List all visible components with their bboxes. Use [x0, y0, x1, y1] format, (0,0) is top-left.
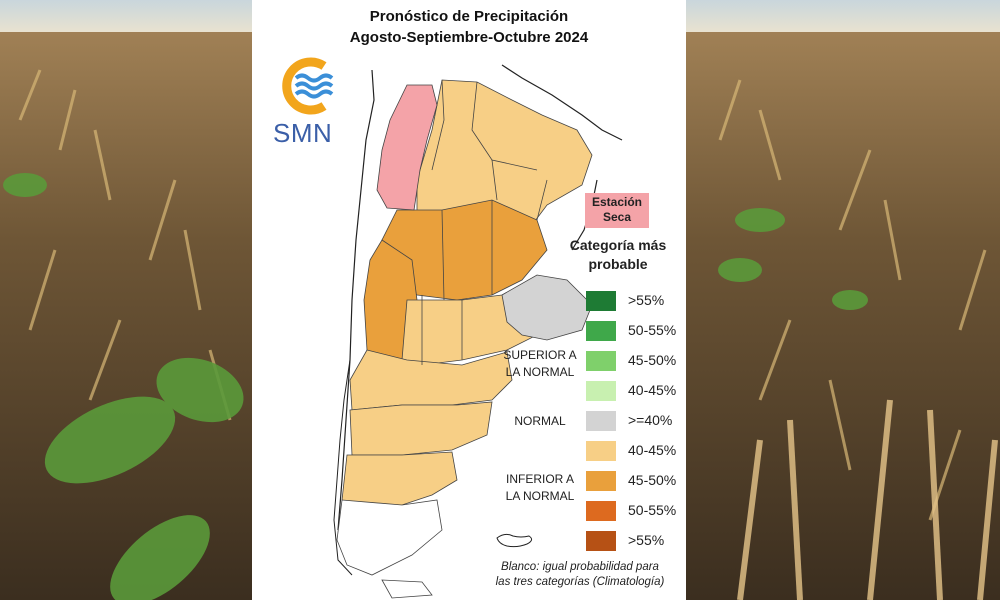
region-patagonia-central: [349, 401, 493, 456]
region-patagonia-south: [341, 451, 458, 509]
legend-swatch: [586, 441, 616, 461]
footnote-line-1: Blanco: igual probabilidad para: [501, 561, 659, 573]
legend-label: 40-45%: [628, 442, 677, 458]
malvinas-islands: [496, 533, 533, 548]
superior-line-2: LA NORMAL: [505, 365, 575, 379]
region-normal-buenos-aires: [501, 274, 593, 341]
legend-group-inferior: INFERIOR A LA NORMAL: [500, 471, 580, 505]
coastline: [333, 359, 353, 576]
footnote: Blanco: igual probabilidad para las tres…: [480, 560, 680, 590]
dry-season-line-2: Seca: [602, 210, 632, 224]
legend-group-superior: SUPERIOR A LA NORMAL: [500, 347, 580, 381]
legend-label: 45-50%: [628, 352, 677, 368]
legend-label: 50-55%: [628, 322, 677, 338]
logo-text: SMN: [273, 118, 333, 148]
inferior-line-2: LA NORMAL: [505, 489, 575, 503]
superior-line-1: SUPERIOR A: [503, 348, 577, 362]
legend-swatch: [586, 501, 616, 521]
legend-label: 40-45%: [628, 382, 677, 398]
legend-swatch: [586, 291, 616, 311]
legend-swatch: [586, 321, 616, 341]
dry-season-line-1: Estación: [591, 195, 642, 209]
legend-title-line-1: Categoría más: [569, 237, 667, 253]
region-north: [416, 79, 593, 241]
legend-swatch: [586, 531, 616, 551]
legend-swatch: [586, 471, 616, 491]
legend-label: >=40%: [628, 412, 673, 428]
dry-season-label-box: Estación Seca: [585, 193, 649, 228]
region-dry-season: [376, 84, 438, 211]
legend-group-normal: NORMAL: [514, 414, 566, 428]
title-line-1: Pronóstico de Precipitación: [369, 8, 569, 25]
region-patagonia-north: [349, 349, 513, 411]
region-climatology-white: [336, 499, 443, 576]
footnote-line-2: las tres categorías (Climatología): [495, 576, 665, 588]
legend-label: 45-50%: [628, 472, 677, 488]
legend-label: >55%: [628, 532, 665, 548]
legend-label: >55%: [628, 292, 665, 308]
legend-title: Categoría más probable: [557, 236, 679, 274]
legend-swatch: [586, 411, 616, 431]
legend-label: 50-55%: [628, 502, 677, 518]
province-borders: [421, 79, 548, 365]
legend-title-line-2: probable: [588, 256, 648, 272]
argentina-precipitation-map: [333, 64, 623, 599]
map-title: Pronóstico de Precipitación Agosto-Septi…: [252, 6, 686, 48]
legend-swatch: [586, 351, 616, 371]
inferior-line-1: INFERIOR A: [505, 472, 574, 486]
smn-logo-icon: [282, 57, 334, 115]
forecast-panel: Pronóstico de Precipitación Agosto-Septi…: [252, 0, 686, 600]
region-tierra-del-fuego: [381, 579, 433, 599]
legend-swatch: [586, 381, 616, 401]
title-line-2: Agosto-Septiembre-Octubre 2024: [349, 29, 589, 46]
